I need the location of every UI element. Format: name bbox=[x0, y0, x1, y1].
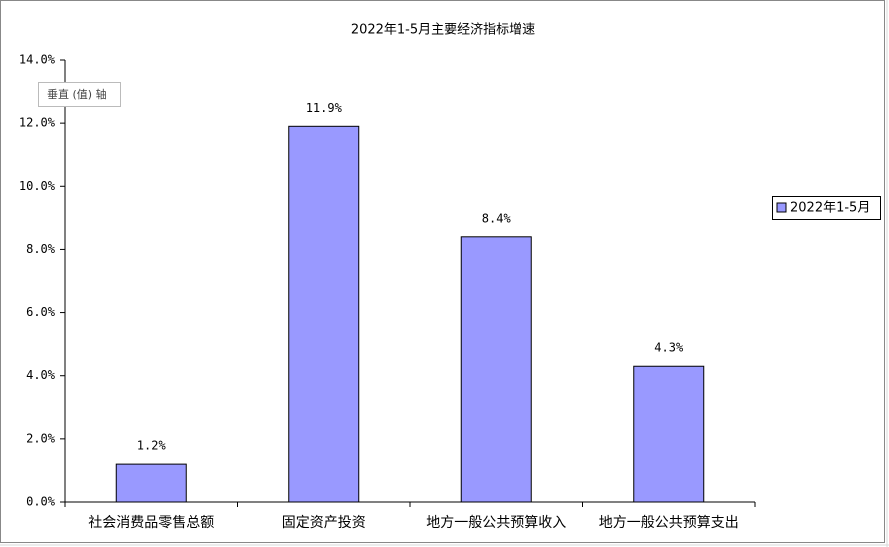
y-tick-label: 12.0% bbox=[19, 116, 56, 130]
x-tick-label: 社会消费品零售总额 bbox=[88, 515, 214, 531]
data-label: 4.3% bbox=[654, 341, 684, 355]
chart-title: 2022年1-5月主要经济指标增速 bbox=[351, 23, 535, 38]
tooltip-text: 垂直 (值) 轴 bbox=[47, 87, 107, 101]
y-tick-label: 0.0% bbox=[26, 495, 56, 509]
y-tick-label: 10.0% bbox=[19, 179, 56, 193]
bar bbox=[115, 463, 187, 503]
y-tick-label: 8.0% bbox=[26, 242, 56, 256]
bar bbox=[460, 236, 532, 503]
data-label: 11.9% bbox=[306, 101, 343, 115]
legend-swatch bbox=[776, 202, 787, 213]
y-tick-label: 2.0% bbox=[26, 431, 56, 445]
x-tick-label: 固定资产投资 bbox=[282, 515, 366, 531]
data-label: 8.4% bbox=[482, 211, 512, 225]
y-tick-label: 14.0% bbox=[19, 53, 56, 67]
y-tick-label: 6.0% bbox=[26, 305, 56, 319]
legend-box bbox=[772, 196, 881, 220]
legend-label: 2022年1-5月 bbox=[790, 201, 870, 216]
x-tick-label: 地方一般公共预算支出 bbox=[599, 515, 739, 531]
x-tick-label: 地方一般公共预算收入 bbox=[426, 515, 566, 531]
y-tick-label: 4.0% bbox=[26, 368, 56, 382]
data-label: 1.2% bbox=[137, 439, 167, 453]
bar bbox=[288, 125, 360, 503]
bar bbox=[633, 365, 705, 503]
tooltip-box bbox=[38, 82, 121, 107]
